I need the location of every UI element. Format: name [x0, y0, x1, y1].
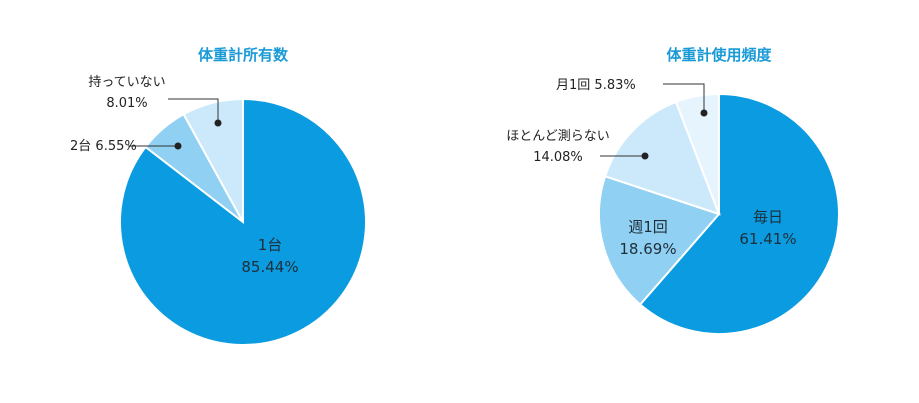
chart-1-title: 体重計所有数 [198, 46, 289, 64]
pie-2-slice-2 [598, 174, 721, 306]
pie-2-slice-4-leader [663, 83, 705, 111]
pie-1-slice-1-label: 1台 [258, 236, 283, 254]
pie-2-slice-1 [638, 92, 840, 335]
pie-2-slice-3 [603, 100, 721, 216]
pie-1-slice-3-leader [168, 98, 219, 121]
pie-1-slice-3-dot [214, 119, 222, 127]
pie-1-slice-2-callout: 2台 6.55% [70, 139, 137, 154]
pie-2-slice-4-dot [700, 109, 708, 117]
pie-1-slice-2-dot [174, 142, 182, 150]
pie-2-slice-4-callout: 月1回 5.83% [556, 78, 636, 93]
pie-2-slice-3-label: ほとんど測らない [506, 129, 610, 144]
pie-2-slice-3-value: 14.08% [533, 150, 583, 165]
pie-2-slice-3-dot [641, 152, 649, 160]
pie-2-slice-1-label: 毎日 [753, 208, 783, 226]
pie-2-slices [598, 92, 840, 335]
pie-1-slice-3 [182, 97, 244, 223]
pie-2-slice-2-label: 週1回 [628, 218, 668, 236]
pie-1-slice-1-value: 85.44% [241, 258, 298, 276]
pie-1-slice-3-value: 8.01% [106, 96, 147, 111]
chart-2-title: 体重計使用頻度 [666, 46, 772, 64]
pie-1-slice-3-label: 持っていない [88, 75, 165, 90]
pie-2-slice-2-value: 18.69% [619, 240, 676, 258]
pie-2-slice-1-value: 61.41% [739, 230, 796, 248]
pie-2-slice-4 [674, 92, 720, 215]
pie-1-slices [119, 97, 368, 346]
